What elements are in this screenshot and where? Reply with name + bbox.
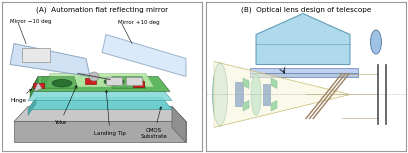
Polygon shape bbox=[30, 76, 38, 97]
FancyBboxPatch shape bbox=[263, 84, 270, 105]
FancyBboxPatch shape bbox=[250, 68, 358, 73]
Polygon shape bbox=[34, 82, 42, 91]
Polygon shape bbox=[10, 43, 90, 76]
FancyBboxPatch shape bbox=[133, 81, 144, 87]
Polygon shape bbox=[28, 97, 172, 110]
FancyBboxPatch shape bbox=[235, 82, 243, 106]
Polygon shape bbox=[214, 62, 350, 127]
Text: Mirror +10 deg: Mirror +10 deg bbox=[118, 20, 160, 25]
FancyBboxPatch shape bbox=[250, 73, 358, 76]
Polygon shape bbox=[243, 78, 249, 88]
Text: Mirror −10 deg: Mirror −10 deg bbox=[10, 19, 51, 24]
Polygon shape bbox=[256, 13, 350, 65]
Text: (B)  Optical lens design of telescope: (B) Optical lens design of telescope bbox=[241, 6, 371, 13]
FancyBboxPatch shape bbox=[85, 78, 96, 84]
FancyBboxPatch shape bbox=[106, 76, 122, 86]
Polygon shape bbox=[102, 35, 186, 76]
Ellipse shape bbox=[89, 72, 99, 81]
Text: Yoke: Yoke bbox=[54, 86, 77, 125]
Polygon shape bbox=[28, 88, 172, 101]
Polygon shape bbox=[14, 106, 186, 121]
Polygon shape bbox=[30, 76, 170, 91]
Polygon shape bbox=[172, 106, 186, 142]
Ellipse shape bbox=[251, 73, 261, 116]
Ellipse shape bbox=[52, 80, 72, 87]
Polygon shape bbox=[28, 97, 36, 116]
FancyBboxPatch shape bbox=[22, 48, 50, 62]
Text: Hinge: Hinge bbox=[10, 89, 31, 103]
Polygon shape bbox=[112, 76, 146, 88]
Polygon shape bbox=[271, 101, 277, 111]
FancyBboxPatch shape bbox=[33, 83, 44, 88]
Ellipse shape bbox=[370, 30, 381, 54]
Ellipse shape bbox=[104, 78, 124, 86]
Polygon shape bbox=[14, 121, 186, 142]
Polygon shape bbox=[243, 101, 249, 111]
FancyBboxPatch shape bbox=[126, 76, 142, 86]
Polygon shape bbox=[42, 76, 78, 88]
Text: CMOS
Substrate: CMOS Substrate bbox=[141, 107, 167, 139]
Text: Landing Tip: Landing Tip bbox=[94, 90, 126, 136]
Polygon shape bbox=[271, 78, 277, 88]
Polygon shape bbox=[46, 73, 154, 87]
Ellipse shape bbox=[213, 63, 228, 126]
Text: (A)  Automation flat reflecting mirror: (A) Automation flat reflecting mirror bbox=[36, 6, 168, 13]
